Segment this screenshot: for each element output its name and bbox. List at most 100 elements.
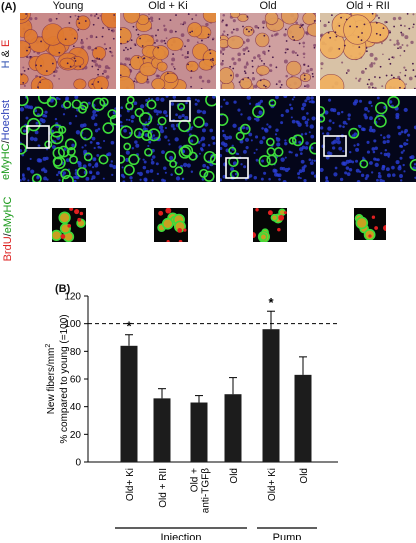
- hoechst-nucleus: [58, 179, 61, 182]
- hoechst-nucleus: [347, 117, 351, 121]
- nucleus-dot: [84, 20, 87, 22]
- hoechst-nucleus: [373, 157, 377, 161]
- hoechst-nucleus: [407, 133, 411, 137]
- nucleus-dot: [275, 66, 278, 69]
- nucleus-dot: [29, 17, 33, 21]
- hoechst-nucleus: [289, 103, 292, 107]
- hoechst-nucleus: [145, 99, 149, 102]
- nucleus-dot: [95, 13, 98, 16]
- nucleus-dot: [404, 35, 409, 40]
- hoechst-nucleus: [232, 123, 237, 128]
- nucleus-dot: [404, 69, 407, 72]
- nucleus-dot: [233, 61, 237, 66]
- nucleus-dot: [184, 45, 186, 48]
- nucleus-dot: [91, 59, 94, 62]
- hoechst-nucleus: [266, 123, 269, 126]
- nucleus-dot: [221, 60, 224, 62]
- hoechst-nucleus: [285, 109, 290, 113]
- hoechst-nucleus: [138, 171, 143, 177]
- nucleus-dot: [225, 24, 228, 27]
- hoechst-nucleus: [382, 179, 385, 182]
- nucleus-dot: [153, 41, 156, 44]
- hoechst-nucleus: [241, 125, 246, 130]
- hoechst-nucleus: [42, 167, 46, 171]
- emyhc-fiber: [57, 145, 70, 158]
- hoechst-nucleus: [342, 150, 345, 153]
- hoechst-nucleus: [34, 130, 39, 135]
- hoechst-nucleus: [398, 131, 402, 136]
- nucleus-dot: [226, 34, 229, 36]
- nucleus-dot: [135, 29, 138, 31]
- hoechst-nucleus: [110, 160, 114, 163]
- hoechst-nucleus: [305, 141, 309, 145]
- hoechst-nucleus: [87, 162, 92, 167]
- nucleus-dot: [124, 57, 128, 61]
- hoechst-nucleus: [145, 121, 148, 124]
- zoom-region-box: [323, 135, 347, 157]
- muscle-fiber: [120, 76, 135, 89]
- hoechst-nucleus: [91, 115, 96, 120]
- hoechst-nucleus: [142, 165, 147, 170]
- emyhc-fiber: [387, 96, 400, 109]
- emyhc-fiber: [60, 168, 71, 180]
- nucleus-dot: [303, 63, 306, 66]
- bar: [224, 394, 242, 462]
- nucleus-dot: [269, 69, 273, 73]
- hoechst-nucleus: [303, 164, 307, 168]
- muscle-fiber: [166, 37, 184, 51]
- hoechst-nucleus: [308, 158, 312, 162]
- hoechst-nucleus: [355, 168, 360, 173]
- hoechst-nucleus: [123, 128, 127, 133]
- nucleus-dot: [401, 44, 404, 46]
- hoechst-nucleus: [355, 159, 359, 163]
- nucleus-dot: [96, 57, 99, 60]
- nucleus-dot: [163, 39, 166, 42]
- nucleus-dot: [77, 29, 80, 31]
- hoechst-nucleus: [212, 96, 216, 99]
- y-axis-label-line2: % compared to young (=100): [59, 314, 70, 443]
- brdu-nucleus: [374, 226, 378, 230]
- hoechst-nucleus: [138, 131, 141, 134]
- brdu-nucleus: [77, 217, 82, 222]
- zoom-region-box: [225, 157, 249, 179]
- hoechst-nucleus: [374, 146, 378, 150]
- nucleus-dot: [55, 17, 58, 20]
- nucleus-dot: [369, 52, 374, 57]
- nucleus-dot: [160, 39, 164, 43]
- hoechst-nucleus: [199, 110, 203, 113]
- inset-image-young: [52, 208, 86, 242]
- hoechst-nucleus: [355, 147, 360, 152]
- brdu-nucleus: [283, 211, 287, 215]
- nucleus-dot: [95, 36, 98, 39]
- row-label-emyhc-hoechst: eMyHC/Hoechst: [0, 90, 12, 190]
- nucleus-dot: [280, 83, 283, 86]
- nucleus-dot: [189, 31, 192, 34]
- emyhc-fiber: [58, 211, 71, 224]
- nucleus-dot: [242, 25, 244, 28]
- nucleus-dot: [93, 14, 97, 18]
- hoechst-nucleus: [342, 120, 347, 125]
- hoechst-nucleus: [204, 122, 209, 127]
- emyhc-fiber: [359, 159, 369, 169]
- hoechst-nucleus: [131, 147, 135, 150]
- hoechst-nucleus: [68, 121, 72, 125]
- hoechst-nucleus: [157, 123, 160, 126]
- muscle-fiber: [202, 13, 216, 23]
- nucleus-dot: [285, 74, 288, 78]
- hoechst-nucleus: [155, 162, 159, 166]
- hoechst-nucleus: [311, 159, 314, 162]
- hoechst-nucleus: [172, 127, 176, 131]
- nucleus-dot: [306, 69, 310, 73]
- nucleus-dot: [263, 34, 266, 37]
- nucleus-dot: [292, 35, 294, 38]
- hoechst-nucleus: [222, 133, 227, 138]
- emyhc-fiber: [63, 100, 72, 109]
- hoechst-nucleus: [370, 171, 374, 174]
- hoechst-nucleus: [304, 132, 308, 136]
- hoechst-nucleus: [82, 164, 87, 169]
- hoechst-nucleus: [196, 109, 201, 114]
- hoechst-nucleus: [335, 136, 341, 141]
- brdu-nucleus: [74, 208, 80, 215]
- emyhc-fiber: [220, 113, 229, 126]
- muscle-fiber: [129, 55, 144, 70]
